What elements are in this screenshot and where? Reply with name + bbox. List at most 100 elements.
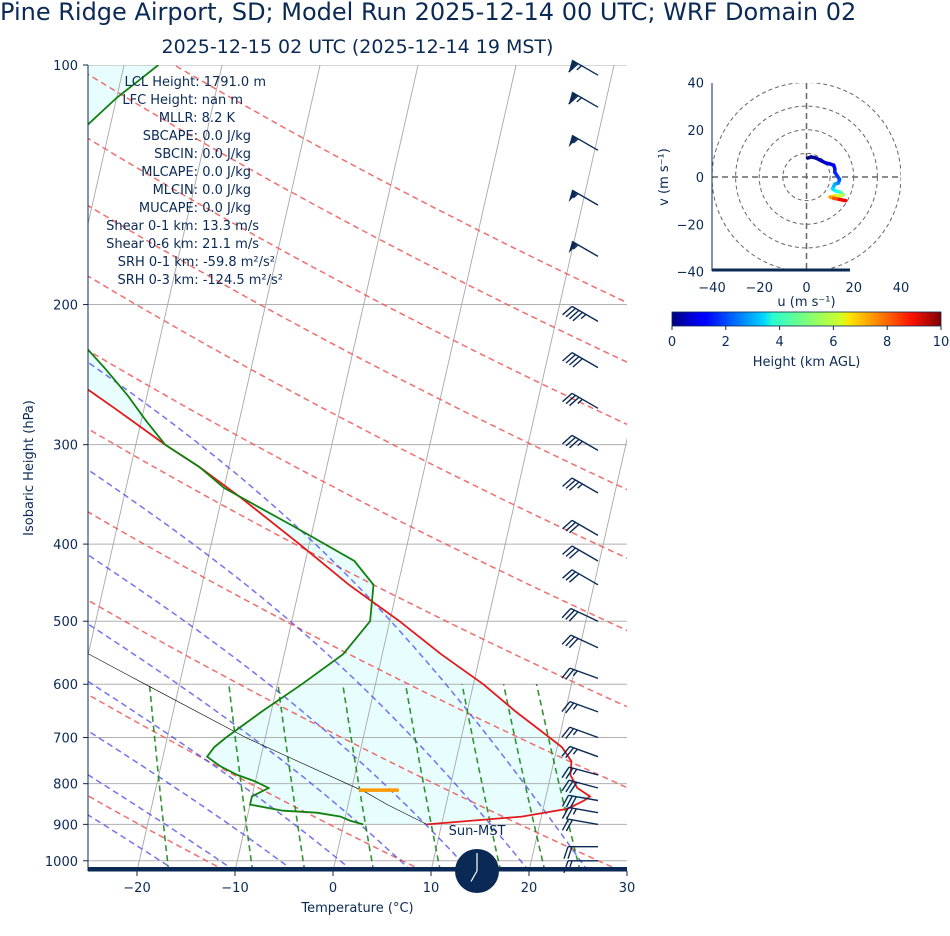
wind-barb: [568, 91, 599, 108]
barb-full: [561, 818, 570, 831]
wind-barb: [561, 779, 599, 794]
hodo-x-tick-label: −40: [698, 281, 725, 296]
isotherm-line: [528, 437, 627, 871]
barb-staff: [571, 189, 599, 206]
barb-staff: [571, 477, 599, 494]
clock-label: Sun-MST: [449, 824, 506, 839]
barb-full: [561, 608, 572, 619]
y-tick-label: 300: [53, 439, 78, 454]
moist-adiabat: [88, 773, 236, 871]
isotherm-line: [332, 65, 517, 871]
barb-staff: [571, 351, 599, 369]
barb-half: [572, 808, 577, 815]
index-line: SBCIN: 0.0 J/kg: [154, 147, 251, 162]
barb-staff: [569, 667, 599, 680]
barb-full: [561, 794, 570, 807]
x-tick-label: −20: [123, 881, 150, 896]
barb-half: [576, 97, 583, 103]
barb-full: [569, 781, 578, 794]
wind-barb: [561, 806, 599, 820]
figure-title: Pine Ridge Airport, SD; Model Run 2025-1…: [0, 0, 857, 26]
hodo-x-tick-label: −20: [746, 281, 773, 296]
barb-full: [561, 779, 570, 792]
colorbar-tick-label: 6: [829, 335, 837, 350]
barb-full: [572, 311, 583, 322]
barb-full: [565, 807, 574, 820]
barb-staff: [569, 726, 599, 739]
hodo-y-tick-label: 20: [687, 124, 704, 139]
colorbar-tick-label: 4: [775, 335, 783, 350]
y-tick-label: 200: [53, 299, 78, 314]
wind-barb: [568, 189, 599, 206]
dewpoint-profile: [88, 65, 375, 826]
barb-full: [565, 547, 576, 557]
wind-barb: [561, 726, 599, 739]
barb-full: [561, 807, 570, 819]
barb-staff: [571, 134, 599, 151]
wind-barb: [561, 667, 599, 680]
index-line: LCL Height: 1791.0 m: [125, 75, 266, 90]
colorbar-tick-label: 10: [933, 335, 950, 350]
barb-flag: [568, 135, 578, 148]
index-line: SBCAPE: 0.0 J/kg: [143, 129, 251, 144]
barb-full: [562, 519, 573, 530]
isotherm-line: [234, 65, 419, 871]
x-tick-label: −10: [221, 881, 248, 896]
barb-full: [569, 573, 580, 583]
barb-half: [572, 768, 578, 775]
dry-adiabat: [88, 427, 627, 708]
barb-staff: [568, 794, 599, 802]
wind-barb: [568, 59, 599, 76]
moist-adiabat: [88, 468, 530, 871]
hodo-x-tick-label: 20: [845, 281, 862, 296]
barb-full: [561, 766, 570, 779]
clock-hour-hand: [470, 870, 478, 882]
index-line: MUCAPE: 0.0 J/kg: [139, 201, 251, 216]
barb-full: [565, 767, 574, 780]
y-tick-label: 1000: [45, 855, 78, 870]
wind-barb: [562, 434, 599, 452]
cape-shading: [88, 65, 590, 825]
y-tick-label: 700: [53, 732, 78, 747]
barb-full: [565, 479, 576, 489]
barb-staff: [571, 545, 599, 562]
barb-half: [572, 138, 579, 144]
hodo-y-tick-label: −20: [677, 218, 704, 233]
barb-flag: [568, 60, 578, 73]
barb-full: [565, 728, 575, 739]
x-tick-label: 30: [619, 881, 636, 896]
barb-full: [562, 392, 573, 403]
y-tick-label: 100: [53, 59, 78, 74]
colorbar-tick-label: 2: [722, 335, 730, 350]
wind-barb: [561, 766, 599, 780]
barb-full: [565, 571, 576, 581]
barb-half: [572, 748, 578, 755]
barb-staff: [571, 434, 599, 452]
isotherm-line: [725, 65, 908, 871]
colorbar-tick-label: 0: [668, 335, 676, 350]
barb-staff: [568, 806, 599, 814]
barb-staff: [568, 779, 599, 789]
wind-barb: [561, 794, 599, 809]
index-line: SRH 0-3 km: -124.5 m²/s²: [117, 273, 283, 288]
hodo-x-tick-label: 0: [802, 281, 810, 296]
barb-full: [565, 780, 574, 793]
barb-full: [565, 702, 575, 714]
barb-full: [565, 747, 575, 759]
colorbar-label: Height (km AGL): [753, 355, 861, 370]
hodo-y-tick-label: 40: [687, 77, 704, 92]
barb-full: [565, 307, 576, 318]
isotherm-line: [88, 65, 125, 226]
barb-full: [565, 636, 575, 647]
x-tick-label: 20: [521, 881, 538, 896]
barb-flag: [568, 190, 578, 202]
index-line: MLLR: 8.2 K: [159, 111, 236, 126]
barb-full: [565, 436, 576, 447]
barb-staff: [571, 91, 599, 108]
wind-barb: [562, 545, 599, 562]
y-tick-label: 400: [53, 538, 78, 553]
barb-staff: [571, 569, 599, 586]
barb-full: [567, 846, 573, 859]
barb-staff: [571, 240, 599, 258]
